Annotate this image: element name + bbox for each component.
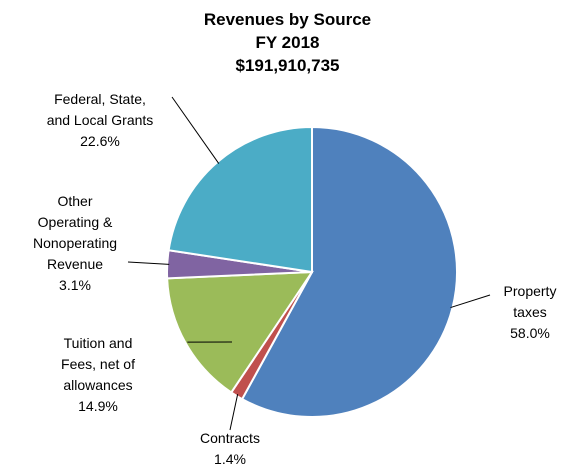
chart-subtitle: $191,910,735 [235, 56, 340, 75]
leader-line [171, 96, 220, 164]
chart-title: Revenues by Source [203, 10, 372, 29]
chart-subtitle: FY 2018 [255, 33, 320, 52]
slice-value-label: 58.0% [510, 325, 550, 341]
slice-label: Property taxes [503, 283, 557, 320]
slice-value-label: 1.4% [214, 451, 246, 467]
slice-value-label: 3.1% [59, 277, 91, 293]
leader-line [229, 394, 239, 431]
slice-label: Tuition and Fees, net of allowances [61, 335, 135, 393]
slice-label: Other Operating & Nonoperating Revenue [32, 193, 118, 272]
pie-slice [240, 125, 458, 418]
slice-value-label: 14.9% [78, 398, 118, 414]
slice-value-label: 22.6% [80, 133, 120, 149]
leader-line [450, 294, 491, 309]
slice-label: Contracts [200, 430, 260, 446]
pie-slice [166, 270, 314, 394]
leader-line [127, 261, 170, 265]
slice-label: Federal, State, and Local Grants [46, 91, 154, 128]
pie-slice [167, 125, 313, 274]
